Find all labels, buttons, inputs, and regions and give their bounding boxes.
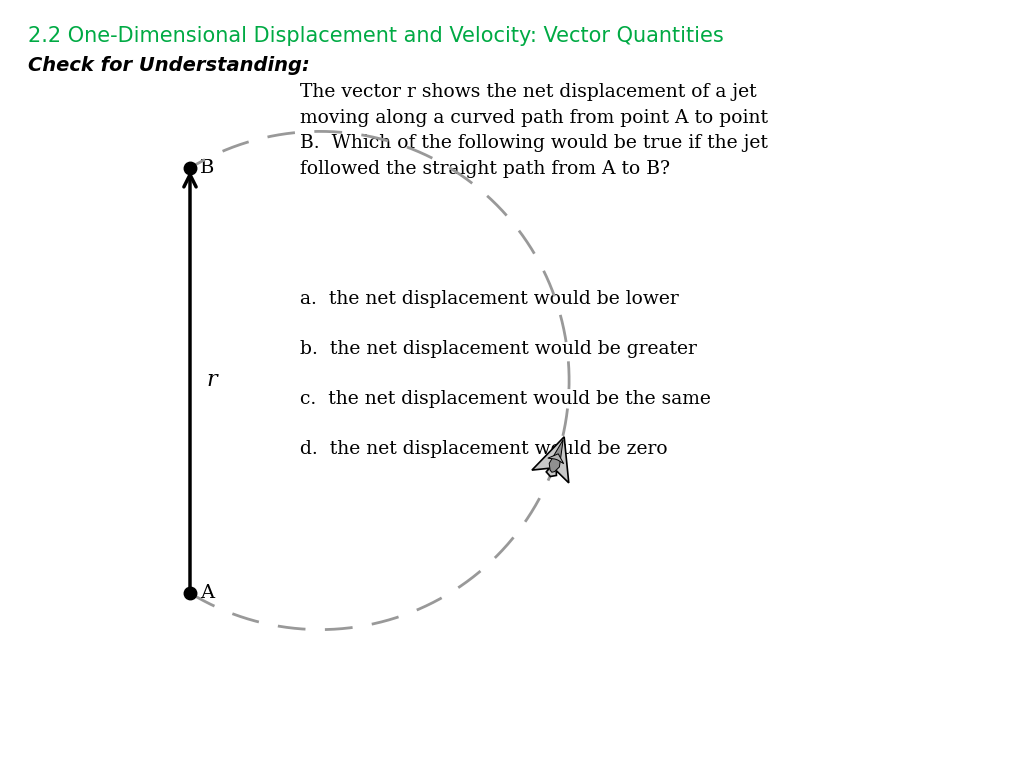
Text: B: B — [200, 159, 214, 177]
Text: Check for Understanding:: Check for Understanding: — [28, 56, 309, 75]
Text: c.  the net displacement would be the same: c. the net displacement would be the sam… — [300, 390, 711, 408]
Polygon shape — [549, 439, 563, 472]
Text: 2.2 One-Dimensional Displacement and Velocity: Vector Quantities: 2.2 One-Dimensional Displacement and Vel… — [28, 26, 724, 46]
Polygon shape — [531, 437, 568, 483]
Text: b.  the net displacement would be greater: b. the net displacement would be greater — [300, 340, 697, 358]
Text: a.  the net displacement would be lower: a. the net displacement would be lower — [300, 290, 679, 308]
Polygon shape — [548, 454, 564, 464]
Text: d.  the net displacement would be zero: d. the net displacement would be zero — [300, 440, 668, 458]
Text: The vector r shows the net displacement of a jet
moving along a curved path from: The vector r shows the net displacement … — [300, 83, 768, 178]
Text: A: A — [200, 584, 214, 602]
Text: r: r — [206, 369, 217, 392]
